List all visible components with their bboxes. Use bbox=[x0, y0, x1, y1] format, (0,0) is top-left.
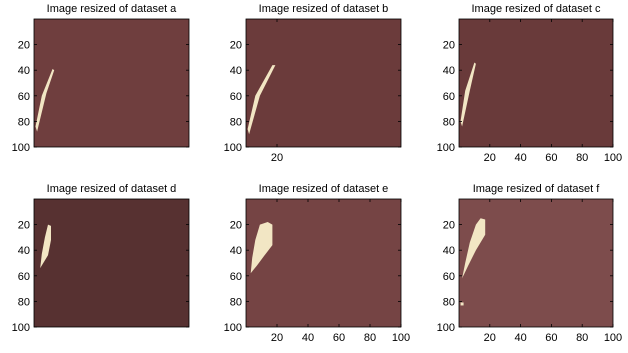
x-tick-label: 40 bbox=[302, 332, 314, 344]
chart-panel: Image resized of dataset a 20 40 60 80 100 bbox=[12, 3, 190, 154]
chart-title: Image resized of dataset f bbox=[473, 183, 601, 195]
y-tick-label: 40 bbox=[230, 65, 242, 77]
y-tick-label: 80 bbox=[230, 116, 242, 128]
y-tick-label: 20 bbox=[443, 220, 455, 232]
axes-frame bbox=[245, 198, 402, 328]
axes-frame bbox=[245, 18, 402, 148]
image-background bbox=[246, 199, 401, 327]
image-shape bbox=[40, 224, 51, 269]
chart-panel: Image resized of dataset e 20 40 60 80 100 20 4… bbox=[224, 183, 411, 344]
y-tick-label: 80 bbox=[230, 296, 242, 308]
x-tick-label: 80 bbox=[576, 332, 588, 344]
y-tick-label: 60 bbox=[230, 271, 242, 283]
y-tick-label: 20 bbox=[18, 40, 30, 52]
x-tick-label: 60 bbox=[333, 332, 345, 344]
y-tick-label: 100 bbox=[437, 142, 455, 154]
y-tick-label: 80 bbox=[443, 296, 455, 308]
image-background bbox=[459, 19, 613, 147]
axes-frame bbox=[33, 198, 190, 328]
x-tick-label: 100 bbox=[604, 332, 622, 344]
y-tick-label: 60 bbox=[443, 271, 455, 283]
y-tick-label: 40 bbox=[18, 65, 30, 77]
chart-title: Image resized of dataset d bbox=[47, 183, 177, 195]
x-tick-label: 100 bbox=[392, 332, 410, 344]
x-tick-label: 40 bbox=[514, 152, 526, 164]
y-tick-label: 60 bbox=[18, 271, 30, 283]
image-background bbox=[34, 19, 189, 147]
chart-title: Image resized of dataset c bbox=[471, 3, 601, 15]
x-tick-label: 20 bbox=[271, 152, 283, 164]
x-tick-label: 20 bbox=[484, 152, 496, 164]
chart-title: Image resized of dataset b bbox=[259, 3, 389, 15]
y-tick-label: 80 bbox=[443, 116, 455, 128]
chart-panel: Image resized of dataset b 20 40 60 80 100 20 bbox=[224, 3, 402, 164]
chart-panel: Image resized of dataset c 20 40 60 80 100 20 4… bbox=[437, 3, 623, 164]
y-tick-label: 80 bbox=[18, 296, 30, 308]
chart-panel: Image resized of dataset d 20 40 60 80 100 bbox=[12, 183, 190, 334]
y-tick-label: 40 bbox=[230, 245, 242, 257]
x-tick-label: 100 bbox=[604, 152, 622, 164]
y-tick-label: 100 bbox=[437, 322, 455, 334]
chart-title: Image resized of dataset e bbox=[259, 183, 389, 195]
y-tick-label: 100 bbox=[12, 142, 30, 154]
image-background bbox=[246, 19, 401, 147]
y-tick-label: 100 bbox=[224, 322, 242, 334]
image-background bbox=[34, 199, 189, 327]
y-tick-label: 80 bbox=[18, 116, 30, 128]
y-tick-label: 40 bbox=[443, 245, 455, 257]
x-tick-label: 80 bbox=[364, 332, 376, 344]
image-shape bbox=[35, 68, 55, 132]
chart-title: Image resized of dataset a bbox=[47, 3, 178, 15]
axes-frame bbox=[458, 18, 614, 148]
axes-frame bbox=[33, 18, 190, 148]
y-tick-label: 20 bbox=[18, 220, 30, 232]
x-tick-label: 80 bbox=[576, 152, 588, 164]
image-shape bbox=[462, 218, 486, 279]
axes-frame bbox=[458, 198, 614, 328]
x-tick-label: 20 bbox=[484, 332, 496, 344]
y-tick-label: 20 bbox=[230, 40, 242, 52]
chart-panel: Image resized of dataset f 20 40 60 80 100 20 4… bbox=[437, 183, 623, 344]
x-tick-label: 40 bbox=[514, 332, 526, 344]
y-tick-label: 40 bbox=[443, 65, 455, 77]
y-tick-label: 100 bbox=[224, 142, 242, 154]
y-tick-label: 60 bbox=[18, 91, 30, 103]
y-tick-label: 60 bbox=[230, 91, 242, 103]
x-tick-label: 60 bbox=[545, 332, 557, 344]
x-tick-label: 60 bbox=[545, 152, 557, 164]
y-tick-label: 40 bbox=[18, 245, 30, 257]
image-shape bbox=[247, 65, 276, 135]
image-shape bbox=[460, 62, 476, 127]
y-tick-label: 20 bbox=[443, 40, 455, 52]
image-dot bbox=[460, 302, 464, 306]
y-tick-label: 20 bbox=[230, 220, 242, 232]
image-background bbox=[459, 199, 613, 327]
image-shape bbox=[250, 222, 273, 274]
x-tick-label: 20 bbox=[271, 332, 283, 344]
y-tick-label: 60 bbox=[443, 91, 455, 103]
y-tick-label: 100 bbox=[12, 322, 30, 334]
